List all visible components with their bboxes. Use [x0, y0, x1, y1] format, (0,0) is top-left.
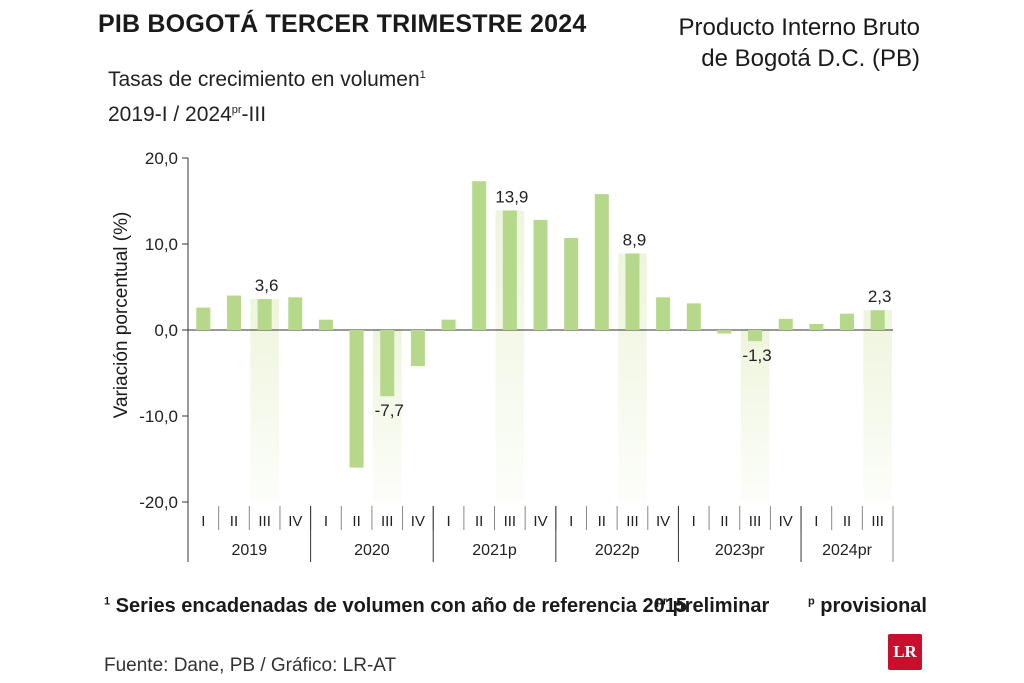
year-label: 2020 [354, 542, 390, 559]
bar [349, 330, 364, 468]
bar [840, 313, 855, 330]
quarter-label: II [598, 513, 606, 530]
year-label: 2022p [595, 542, 640, 559]
quarter-label: III [381, 513, 394, 530]
bar [288, 297, 303, 330]
year-label: 2023pr [715, 542, 765, 559]
quarter-label: II [230, 513, 238, 530]
footnote-series-text: Series encadenadas de volumen con año de… [110, 595, 688, 617]
subtitle-period-a: 2019-I / 2024 [108, 103, 232, 126]
data-label: 2,3 [868, 287, 892, 306]
highlight-band [740, 330, 770, 502]
chart-right-title: Producto Interno Bruto de Bogotá D.C. (P… [679, 12, 920, 74]
bar [196, 307, 211, 330]
footnote-series: 1 Series encadenadas de volumen con año … [104, 595, 687, 618]
chart-title: PIB BOGOTÁ TERCER TRIMESTRE 2024 [98, 10, 587, 38]
subtitle-line1: Tasas de crecimiento en volumen [108, 68, 420, 91]
highlight-band [250, 299, 279, 502]
footnote-preliminar: pr preliminar [656, 595, 769, 618]
data-label: 13,9 [495, 187, 528, 206]
bar [594, 194, 609, 330]
y-tick-label: 10,0 [145, 235, 178, 254]
quarter-label: II [843, 513, 851, 530]
y-tick-label: 0,0 [154, 321, 178, 340]
quarter-label: III [626, 513, 639, 530]
bar [748, 330, 763, 342]
footnote-provisional-sup: p [808, 595, 815, 608]
bar [318, 319, 333, 330]
footnote-preliminar-text: preliminar [667, 595, 770, 617]
data-label: 8,9 [623, 230, 647, 249]
bar [533, 219, 548, 330]
bar [472, 181, 487, 330]
footnote-series-sup: 1 [104, 595, 111, 608]
quarter-label: II [720, 513, 728, 530]
bar [502, 210, 517, 330]
source-note: Fuente: Dane, PB / Gráfico: LR-AT [104, 655, 397, 676]
bar [870, 310, 885, 330]
subtitle-sup: 1 [419, 69, 426, 81]
footnote-provisional-text: provisional [814, 595, 927, 617]
bar [410, 330, 425, 367]
quarter-label: I [446, 513, 450, 530]
footnote-provisional: p provisional [808, 595, 927, 618]
bar [564, 237, 579, 330]
quarter-label: I [201, 513, 205, 530]
year-label: 2019 [232, 542, 268, 559]
quarter-label: III [871, 513, 884, 530]
bar [686, 303, 701, 330]
y-tick-label: -20,0 [139, 493, 178, 512]
right-title-line2: de Bogotá D.C. (PB) [701, 45, 920, 72]
bar [717, 330, 732, 334]
quarter-label: IV [288, 513, 302, 530]
data-label: -1,3 [742, 346, 771, 365]
quarter-label: IV [779, 513, 793, 530]
quarter-label: I [814, 513, 818, 530]
bar [257, 299, 272, 330]
quarter-label: IV [411, 513, 425, 530]
bar [380, 330, 395, 397]
quarter-label: II [475, 513, 483, 530]
chart-subtitle: Tasas de crecimiento en volumen1 2019-I … [108, 60, 426, 130]
year-label: 2021p [472, 542, 517, 559]
quarter-label: III [258, 513, 271, 530]
quarter-label: IV [533, 513, 547, 530]
quarter-label: III [504, 513, 517, 530]
data-label: -7,7 [375, 401, 404, 420]
data-label: 3,6 [255, 276, 279, 295]
y-tick-label: -10,0 [139, 407, 178, 426]
bar [778, 318, 793, 330]
right-title-line1: Producto Interno Bruto [678, 14, 920, 41]
quarter-label: IV [656, 513, 670, 530]
y-tick-label: 20,0 [145, 149, 178, 168]
quarter-label: II [352, 513, 360, 530]
year-label: 2024pr [822, 542, 872, 559]
quarter-label: III [749, 513, 762, 530]
highlight-band [863, 310, 892, 502]
subtitle-period-b: -III [241, 103, 267, 126]
bar [656, 297, 671, 330]
quarter-label: I [569, 513, 573, 530]
quarter-label: I [692, 513, 696, 530]
quarter-label: I [324, 513, 328, 530]
bar [226, 295, 241, 330]
subtitle-period-sup: pr [231, 104, 242, 116]
lr-logo: LR [888, 634, 922, 670]
bar [441, 319, 456, 330]
bar [625, 253, 640, 330]
bar [809, 323, 824, 330]
footnote-preliminar-sup: pr [656, 595, 667, 608]
